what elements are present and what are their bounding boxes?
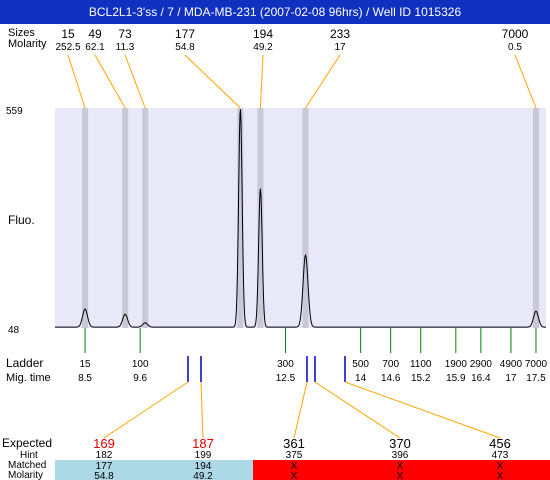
peak-size-label: 73 <box>118 27 132 41</box>
hint-value: 375 <box>286 450 303 461</box>
ladder-migtime-label: 15.2 <box>411 373 431 384</box>
matched-ok-bar <box>55 460 253 480</box>
ladder-size-label: 7000 <box>525 359 548 370</box>
ymin-tick-label: 48 <box>8 325 20 336</box>
matched-value: 177 <box>96 461 113 472</box>
matched-value: X <box>497 461 504 472</box>
ladder-size-label: 15 <box>79 359 91 370</box>
peak-band <box>122 108 129 328</box>
peak-size-label: 49 <box>88 27 102 41</box>
hint-value: 182 <box>96 450 113 461</box>
ladder-size-label: 100 <box>132 359 149 370</box>
matched-value: X <box>291 461 298 472</box>
molarity-header-label: Molarity <box>8 38 47 50</box>
matched-label: Matched <box>8 460 46 471</box>
expected-connector <box>103 381 189 439</box>
peak-band <box>302 108 309 328</box>
expected-label: Expected <box>2 436 52 450</box>
ladder-migtime-label: 14 <box>355 373 367 384</box>
ladder-migtime-label: 16.4 <box>471 373 491 384</box>
peak-connector <box>67 54 86 109</box>
hint-value: 396 <box>392 450 409 461</box>
ladder-migtime-label: 8.5 <box>78 373 92 384</box>
peak-size-label: 194 <box>253 27 273 41</box>
expected-connector <box>200 381 204 439</box>
ladder-size-label: 4900 <box>500 359 523 370</box>
ladder-size-label: 1100 <box>410 359 432 370</box>
matched-value: 194 <box>195 461 212 472</box>
peak-connector <box>514 54 537 109</box>
peak-molarity-label: 54.8 <box>175 42 195 53</box>
expected-connector <box>293 381 308 439</box>
peak-connector <box>94 54 126 109</box>
ladder-migtime-label: 17.5 <box>526 373 546 384</box>
peak-size-label: 15 <box>61 27 75 41</box>
matched-molarity-value: X <box>291 471 298 480</box>
migtime-label: Mig. time <box>6 372 51 384</box>
plot-area <box>55 108 546 328</box>
matched-value: X <box>397 461 404 472</box>
ladder-migtime-label: 17 <box>505 373 517 384</box>
peak-band <box>142 108 149 328</box>
ladder-migtime-label: 9.6 <box>133 373 147 384</box>
peak-connector <box>184 54 241 109</box>
peak-molarity-label: 11.3 <box>116 42 135 53</box>
fluo-axis-label: Fluo. <box>8 213 35 227</box>
ladder-migtime-label: 15.9 <box>446 373 466 384</box>
matched-molarity-value: 49.2 <box>193 471 213 480</box>
peak-molarity-label: 0.5 <box>508 42 522 53</box>
expected-size-value: 456 <box>489 436 511 451</box>
peak-molarity-label: 62.1 <box>85 42 105 53</box>
matched-molarity-value: 54.8 <box>94 471 114 480</box>
expected-size-value: 361 <box>283 436 305 451</box>
peak-size-label: 7000 <box>502 27 529 41</box>
matched-molarity-value: X <box>397 471 404 480</box>
peak-band <box>532 108 539 328</box>
fluorescence-trace <box>55 109 546 328</box>
ladder-migtime-label: 12.5 <box>276 373 296 384</box>
peak-band <box>237 108 244 328</box>
matched-molarity-value: X <box>497 471 504 480</box>
expected-size-value: 370 <box>389 436 411 451</box>
peak-size-label: 177 <box>175 27 195 41</box>
hint-label: Hint <box>20 450 38 461</box>
peak-connector <box>124 54 146 109</box>
ladder-size-label: 2900 <box>470 359 493 370</box>
ladder-label: Ladder <box>6 356 43 370</box>
matched-fail-bar <box>253 460 550 480</box>
chart-title: BCL2L1-3'ss / 7 / MDA-MB-231 (2007-02-08… <box>0 0 550 24</box>
hint-value: 473 <box>492 450 509 461</box>
expected-connector <box>344 381 501 439</box>
peak-molarity-label: 49.2 <box>253 42 273 53</box>
bottom-molarity-label: Molarity <box>8 470 43 480</box>
peak-connector <box>259 54 264 109</box>
ladder-size-label: 1900 <box>445 359 468 370</box>
ladder-size-label: 500 <box>352 359 369 370</box>
ladder-size-label: 300 <box>277 359 294 370</box>
hint-value: 199 <box>195 450 212 461</box>
peak-band <box>257 108 264 328</box>
peak-molarity-label: 17 <box>334 42 346 53</box>
peak-band <box>82 108 89 328</box>
ladder-migtime-label: 14.6 <box>381 373 401 384</box>
peak-connector <box>305 54 341 109</box>
expected-size-value: 187 <box>192 436 214 451</box>
ladder-size-label: 700 <box>382 359 399 370</box>
peak-size-label: 233 <box>330 27 350 41</box>
expected-size-value: 169 <box>93 436 115 451</box>
peak-molarity-label: 252.5 <box>55 42 80 53</box>
sizes-header-label: Sizes <box>8 27 35 39</box>
ymax-tick-label: 559 <box>6 106 23 117</box>
expected-connector <box>314 381 401 439</box>
